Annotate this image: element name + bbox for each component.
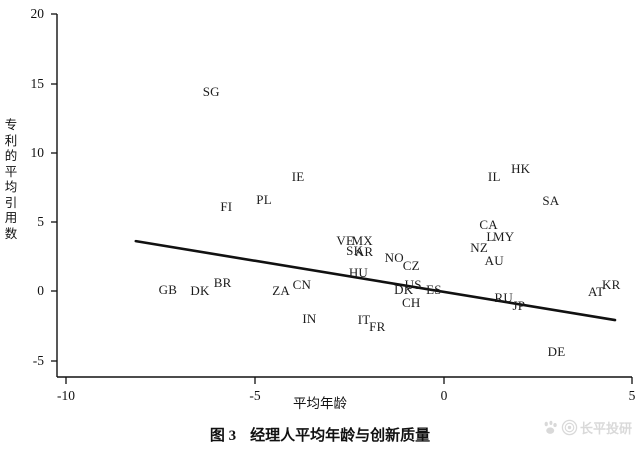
- at-sign-icon: [561, 419, 578, 436]
- scatter-point-label: IE: [291, 169, 305, 185]
- scatter-point-label: DK: [394, 281, 414, 297]
- scatter-point-label: CN: [292, 277, 312, 293]
- scatter-point-label: AU: [484, 252, 504, 268]
- scatter-point-label: GB: [158, 281, 178, 297]
- scatter-point-label: AT: [587, 284, 605, 300]
- x-axis-title: 平均年龄: [293, 396, 347, 411]
- scatter-point-label: RU: [494, 289, 513, 305]
- x-tick-label-0: 0: [440, 388, 448, 403]
- scatter-point-label: US: [404, 277, 422, 293]
- scatter-point-label: CZ: [402, 258, 420, 274]
- scatter-point-label: KR: [602, 277, 621, 293]
- scatter-point-label: ES: [426, 281, 442, 297]
- x-axis-ticks: [65, 377, 633, 384]
- scatter-point-label: DE: [547, 343, 566, 359]
- y-tick-label-10: 10: [30, 145, 45, 160]
- scatter-point-label: SK: [346, 242, 364, 258]
- scatter-point-label: MY: [493, 228, 515, 244]
- x-tick-label-5: 5: [628, 388, 636, 403]
- scatter-point-label: L: [486, 228, 495, 244]
- figure-caption-text: 经理人平均年龄与创新质量: [250, 428, 431, 444]
- scatter-point-label: HK: [511, 161, 531, 177]
- x-tick-label-minus10: -10: [57, 388, 75, 403]
- scatter-point-label: HU: [348, 264, 369, 280]
- scatter-point-label: FI: [220, 198, 233, 214]
- x-tick-label-minus5: -5: [249, 388, 261, 403]
- figure-caption-number: 图 3: [209, 428, 237, 444]
- y-axis-ticks: [51, 13, 57, 362]
- scatter-point-label: FR: [369, 319, 386, 334]
- baidu-paw-icon: [542, 419, 559, 436]
- scatter-point-label: AR: [354, 244, 374, 260]
- scatter-point-label: IT: [357, 312, 371, 328]
- y-tick-label-minus5: -5: [32, 353, 44, 368]
- scatter-point-label: IL: [487, 169, 501, 185]
- scatter-point-label: SA: [542, 192, 560, 208]
- y-tick-label-5: 5: [37, 214, 44, 229]
- scatter-point-label: JP: [512, 298, 526, 314]
- y-tick-label-15: 15: [30, 76, 45, 91]
- regression-trendline: [134, 239, 617, 322]
- scatter-point-label: ZA: [272, 283, 290, 298]
- scatter-point-label: MX: [351, 233, 373, 249]
- scatter-point-label: SG: [202, 83, 220, 99]
- y-axis-title: 专利的平均引用数: [4, 118, 18, 241]
- y-tick-label-0: 0: [37, 283, 44, 298]
- scatter-point-label: DK: [190, 283, 210, 298]
- scatter-point-label: BR: [213, 274, 232, 290]
- y-tick-label-20: 20: [30, 6, 45, 21]
- watermark-text: 长平投研: [579, 421, 632, 436]
- scatter-point-label: CH: [402, 295, 421, 311]
- scatter-point-label: IN: [302, 310, 317, 326]
- scatter-point-label: PL: [256, 191, 272, 207]
- chart-canvas: [51, 13, 633, 384]
- figure-caption: 图 3 经理人平均年龄与创新质量: [0, 424, 640, 445]
- scatter-point-label: VE: [336, 233, 355, 249]
- scatter-point-label: NZ: [470, 240, 489, 256]
- watermark: 长平投研: [542, 418, 632, 437]
- scatter-point-label: NO: [384, 249, 404, 265]
- scatter-point-label: CA: [479, 216, 498, 232]
